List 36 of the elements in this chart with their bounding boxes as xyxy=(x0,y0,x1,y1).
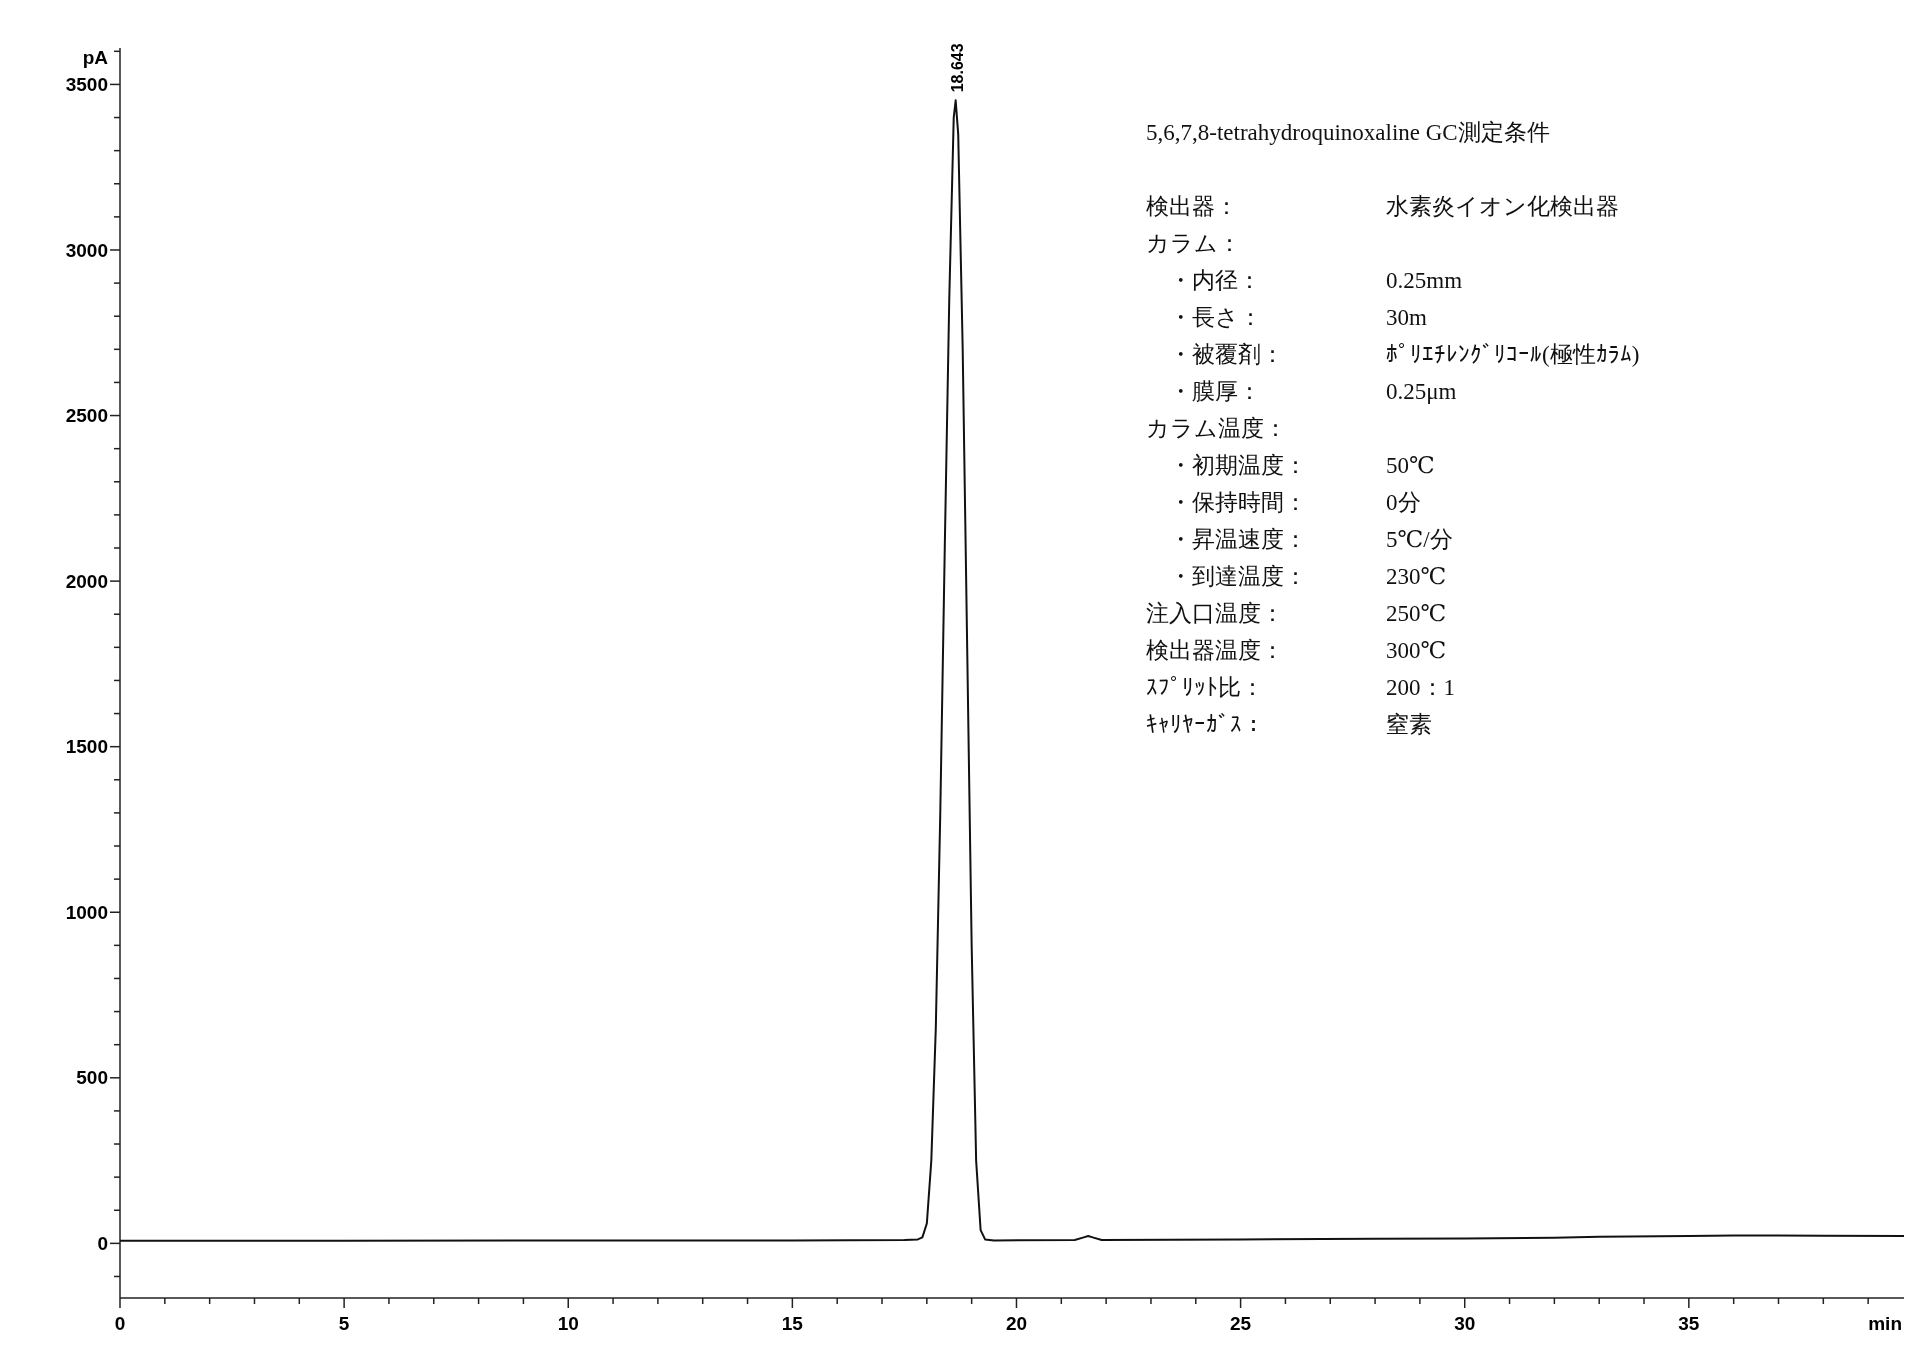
y-tick-label: 500 xyxy=(76,1067,108,1089)
x-tick-label: 10 xyxy=(557,1313,579,1334)
text: ｷｬﾘﾔｰｶﾞｽ： 窒素 xyxy=(1146,712,1432,737)
y-tick-label: 3500 xyxy=(65,74,108,96)
x-tick-label: 25 xyxy=(1230,1313,1252,1334)
text: ・被覆剤： ﾎﾟﾘｴﾁﾚﾝｸﾞﾘｺｰﾙ(極性ｶﾗﾑ) xyxy=(1169,342,1640,367)
y-tick-label: 1500 xyxy=(65,736,108,758)
y-axis-title: pA xyxy=(82,47,109,68)
text: ・内径： 0.25mm xyxy=(1169,268,1463,293)
annotation: カラム温度： xyxy=(1146,416,1287,441)
text: 検出器温度： 300℃ xyxy=(1146,638,1447,663)
annotation: カラム： xyxy=(1146,231,1241,256)
text: ・膜厚： 0.25μm xyxy=(1169,379,1457,404)
text: ・長さ： 30m xyxy=(1169,305,1427,330)
x-tick-label: 0 xyxy=(114,1313,126,1334)
x-tick-label: 20 xyxy=(1005,1313,1028,1334)
text: ・到達温度： 230℃ xyxy=(1169,564,1447,589)
x-tick-label: 15 xyxy=(781,1313,804,1334)
text: 検出器： 水素炎イオン化検出器 xyxy=(1146,194,1619,219)
annotation: 5,6,7,8-tetrahydroquinoxaline GC測定条件 xyxy=(1146,120,1550,145)
y-tick-label: 1000 xyxy=(65,901,108,923)
text: ・昇温速度： 5℃/分 xyxy=(1169,527,1453,552)
x-tick-label: 5 xyxy=(338,1313,350,1334)
y-tick-label: 2000 xyxy=(65,570,108,592)
x-tick-label: 30 xyxy=(1454,1313,1476,1334)
x-axis-title: min xyxy=(1868,1313,1902,1334)
text: ｽﾌﾟﾘｯﾄ比： 200：1 xyxy=(1146,675,1455,700)
line-series xyxy=(119,99,1905,1242)
y-tick-label: 2500 xyxy=(65,405,108,427)
y-tick-label: 0 xyxy=(97,1233,108,1255)
x-tick-label: 35 xyxy=(1678,1313,1700,1334)
text: ・初期温度： 50℃ xyxy=(1169,453,1435,478)
text: 注入口温度： 250℃ xyxy=(1146,601,1447,626)
y-tick-label: 3000 xyxy=(65,239,108,261)
text: ・保持時間： 0分 xyxy=(1169,490,1421,515)
annotation: 18.643 xyxy=(948,43,966,93)
